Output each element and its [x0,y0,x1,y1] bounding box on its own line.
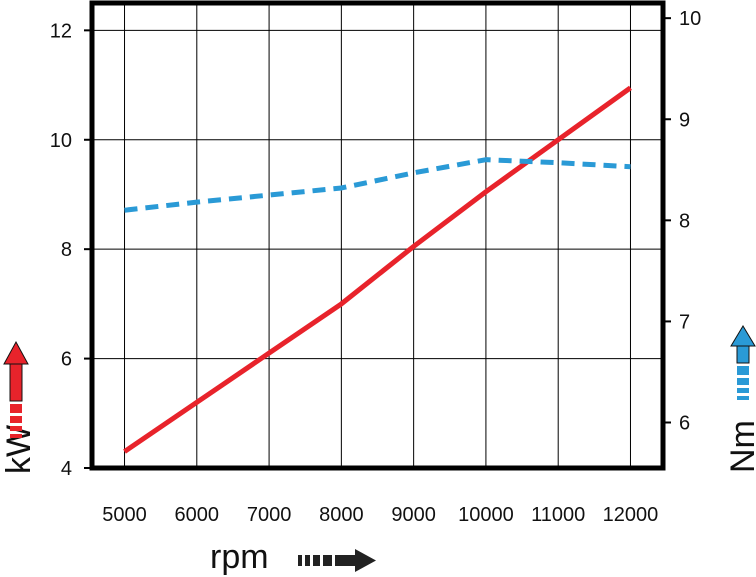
grid-lines [92,3,663,469]
right-tick-label: 7 [679,311,690,333]
left-axis-ticks: 4 6 8 10 12 [50,20,92,480]
series-layer [123,85,632,454]
right-tick-label: 9 [679,109,690,131]
left-tick-label: 10 [50,130,72,152]
x-tick-label: 6000 [175,504,220,526]
x-axis-ticks: 5000 6000 7000 8000 9000 10000 11000 12000 [102,504,658,526]
left-tick-label: 4 [61,458,72,480]
right-axis-ticks: 6 7 8 9 10 [663,8,701,435]
x-axis-title: rpm [210,538,269,576]
kw-up-arrow-icon [3,340,29,438]
x-tick-label: 7000 [247,504,292,526]
left-axis-title: kW [0,425,38,474]
right-tick-label: 6 [679,413,690,435]
nm-up-arrow-icon [730,325,756,400]
right-axis-title: Nm [724,420,756,473]
nm-torque-line [124,157,631,213]
x-tick-label: 12000 [603,504,659,526]
x-tick-label: 8000 [319,504,364,526]
x-tick-label: 10000 [458,504,514,526]
left-tick-label: 6 [61,349,72,371]
right-tick-label: 10 [679,8,701,30]
left-tick-label: 12 [50,20,72,42]
right-tick-label: 8 [679,210,690,232]
x-tick-label: 9000 [391,504,436,526]
rpm-right-arrow-icon [298,549,376,572]
plot-frame [89,0,666,471]
x-tick-label: 11000 [531,504,585,526]
x-tick-label: 5000 [102,504,147,526]
left-tick-label: 8 [61,239,72,261]
kw-power-line [123,85,632,454]
